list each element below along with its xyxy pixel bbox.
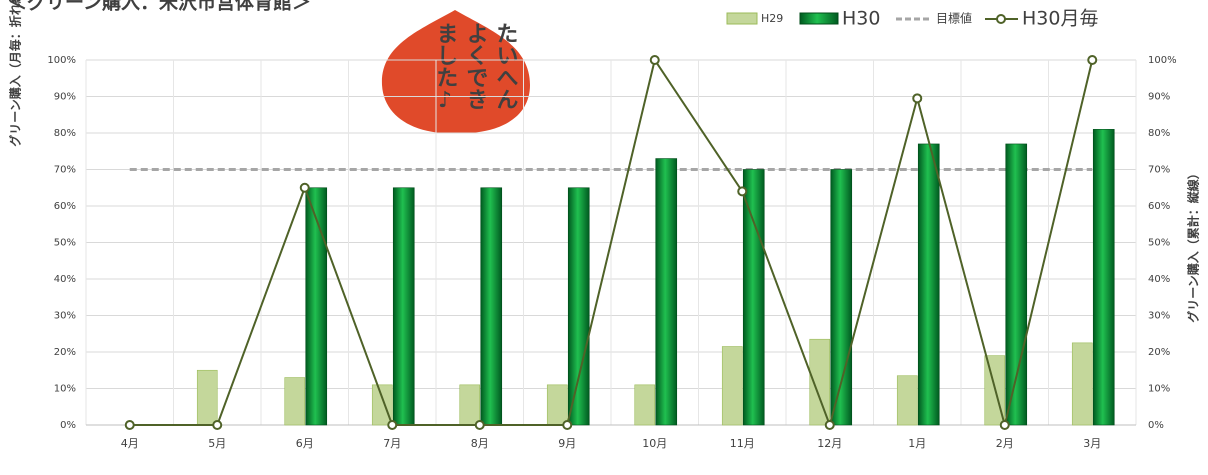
legend-label: H29 [761, 12, 783, 25]
bar [284, 377, 306, 426]
bar [742, 169, 765, 426]
x-tick-label: 3月 [1083, 437, 1101, 450]
line-marker [1087, 55, 1098, 65]
y-axis-title: グリーン購入（月毎：折れ線） [8, 0, 23, 147]
y2-tick-label: 0% [1148, 420, 1164, 431]
bar [305, 187, 328, 426]
line-marker [212, 420, 223, 430]
legend-swatch [996, 14, 1006, 24]
line-marker [999, 420, 1010, 430]
bar [1071, 342, 1093, 426]
line-marker [562, 420, 573, 430]
y-tick-label: 0% [60, 420, 76, 431]
y2-tick-label: 30% [1148, 311, 1170, 322]
y2-tick-label: 50% [1148, 238, 1170, 249]
stamp-text: たいへん [493, 22, 519, 110]
y2-tick-label: 70% [1148, 165, 1170, 176]
y-tick-label: 90% [54, 92, 76, 103]
y2-tick-label: 80% [1148, 128, 1170, 139]
x-tick-label: 7月 [383, 437, 401, 450]
legend-swatch [799, 12, 839, 25]
bar [830, 169, 853, 426]
y-tick-label: 80% [54, 128, 76, 139]
y-tick-label: 100% [47, 55, 76, 66]
bar [1092, 129, 1115, 426]
stamp-text: ました♪ [433, 22, 458, 113]
line-marker [299, 182, 310, 193]
legend-label: H30月毎 [1022, 8, 1098, 30]
y2-tick-label: 60% [1148, 201, 1170, 212]
bar [546, 384, 568, 426]
legend-label: 目標値 [936, 11, 972, 26]
stamp-text: よくでき [463, 22, 488, 110]
bar [392, 187, 415, 426]
x-tick-label: 9月 [558, 437, 576, 450]
line-marker [737, 186, 748, 197]
bar [634, 384, 656, 426]
y2-axis-title: グリーン購入（累計：縦線） [1186, 167, 1201, 322]
bar [567, 187, 590, 426]
x-tick-label: 12月 [817, 437, 842, 450]
x-tick-label: 4月 [121, 437, 139, 450]
x-tick-label: 5月 [208, 437, 226, 450]
y2-tick-label: 10% [1148, 384, 1170, 395]
line-marker [124, 420, 135, 430]
bar [196, 369, 218, 426]
x-tick-label: 2月 [996, 437, 1014, 450]
bar [655, 158, 678, 426]
line-series [129, 57, 1094, 429]
y2-tick-label: 20% [1148, 347, 1170, 358]
bar [371, 384, 393, 426]
y2-tick-label: 100% [1148, 55, 1177, 66]
y-tick-label: 10% [54, 384, 76, 395]
x-tick-label: 11月 [730, 437, 755, 450]
bar [459, 384, 481, 426]
y-tick-label: 60% [54, 201, 76, 212]
legend-swatch [726, 12, 758, 25]
bar [917, 143, 940, 426]
bar [896, 375, 918, 426]
bar [809, 338, 831, 426]
line-marker [387, 420, 398, 430]
y-tick-label: 70% [54, 165, 76, 176]
y2-tick-label: 40% [1148, 274, 1170, 285]
chart-title: ＜グリーン購入：米沢市営体育館＞ [8, 0, 311, 14]
x-tick-label: 8月 [471, 437, 489, 450]
line-marker [912, 93, 923, 104]
bar [1005, 143, 1028, 426]
legend-label: H30 [842, 8, 880, 30]
bar [480, 187, 503, 426]
y-tick-label: 40% [54, 274, 76, 285]
y-tick-label: 30% [54, 311, 76, 322]
x-tick-label: 10月 [642, 437, 667, 450]
y2-tick-label: 90% [1148, 92, 1170, 103]
x-tick-label: 6月 [296, 437, 314, 450]
line-marker [824, 420, 835, 430]
y-tick-label: 20% [54, 347, 76, 358]
x-tick-label: 1月 [908, 437, 926, 450]
bar [721, 346, 743, 426]
line-marker [474, 420, 485, 430]
line-marker [649, 55, 660, 65]
stamp-shape [381, 10, 530, 134]
y-tick-label: 50% [54, 238, 76, 249]
